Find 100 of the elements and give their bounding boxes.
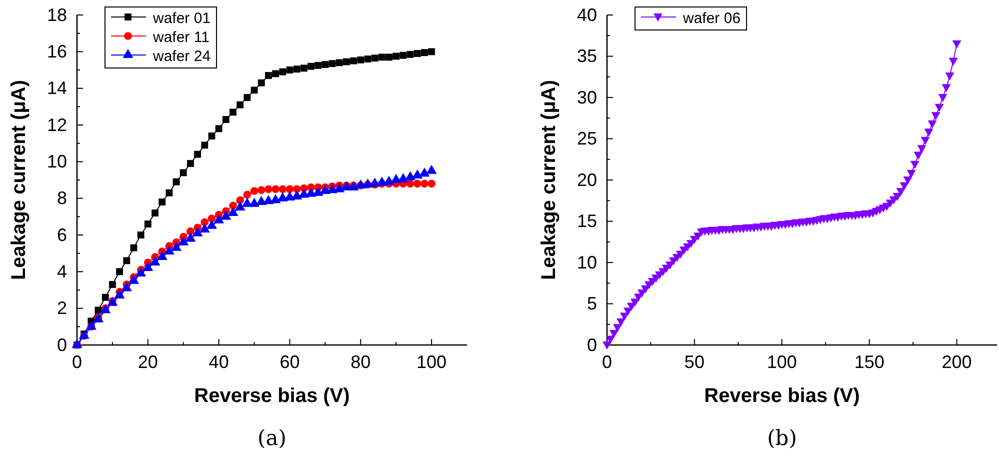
point bbox=[428, 180, 436, 188]
point bbox=[257, 186, 266, 194]
point bbox=[186, 160, 194, 167]
y-tick-label: 40 bbox=[576, 4, 597, 25]
point bbox=[306, 188, 316, 197]
text: (a) bbox=[258, 426, 286, 450]
point bbox=[278, 185, 287, 194]
point bbox=[292, 190, 302, 200]
x-axis-title: Reverse bias (V) bbox=[704, 385, 860, 407]
y-tick-label: 16 bbox=[46, 41, 67, 62]
x-tick-label: 60 bbox=[280, 352, 300, 372]
y-tick-label: 14 bbox=[46, 78, 67, 98]
y-tick-label: 2 bbox=[56, 298, 67, 318]
y-tick-label: 20 bbox=[576, 170, 597, 190]
point bbox=[152, 210, 158, 216]
point bbox=[400, 52, 407, 59]
point bbox=[171, 242, 182, 251]
y-tick-label: 10 bbox=[576, 252, 597, 272]
legend-label: wafer 24 bbox=[152, 48, 211, 65]
point bbox=[121, 282, 132, 292]
point bbox=[123, 257, 130, 264]
point bbox=[334, 183, 345, 192]
point bbox=[228, 206, 238, 216]
point bbox=[208, 214, 216, 222]
point bbox=[264, 185, 272, 194]
point bbox=[164, 245, 174, 255]
y-tick-label: 25 bbox=[576, 128, 597, 149]
legend-label: wafer 01 bbox=[152, 10, 211, 27]
point bbox=[355, 179, 366, 189]
x-tick-label: 20 bbox=[138, 352, 158, 372]
point bbox=[263, 195, 274, 204]
point bbox=[420, 180, 428, 188]
y-tick-label: 35 bbox=[576, 46, 597, 66]
point bbox=[420, 49, 428, 56]
y-tick-label: 6 bbox=[56, 224, 67, 245]
point bbox=[137, 232, 144, 238]
point bbox=[414, 50, 421, 57]
point bbox=[234, 201, 246, 211]
x-tick-label: 50 bbox=[684, 352, 704, 372]
y-tick-label: 18 bbox=[46, 4, 67, 25]
point bbox=[279, 68, 286, 76]
point bbox=[272, 185, 280, 194]
point bbox=[94, 306, 102, 314]
y-tick-label: 30 bbox=[576, 87, 597, 108]
x-tick-label: 200 bbox=[942, 352, 972, 372]
y-tick-label: 0 bbox=[56, 334, 67, 355]
point bbox=[230, 108, 236, 116]
x-tick-label: 100 bbox=[766, 352, 797, 372]
point bbox=[392, 52, 400, 60]
point bbox=[192, 227, 203, 236]
point bbox=[384, 176, 394, 185]
x-axis-title: Reverse bias (V) bbox=[194, 385, 350, 407]
point bbox=[300, 64, 308, 72]
point bbox=[130, 244, 138, 252]
point bbox=[327, 184, 338, 194]
point bbox=[142, 262, 154, 272]
point bbox=[426, 164, 437, 174]
point bbox=[286, 66, 294, 74]
point bbox=[186, 227, 194, 236]
point bbox=[376, 176, 388, 186]
y-tick-label: 4 bbox=[56, 261, 67, 282]
point bbox=[222, 116, 230, 123]
point bbox=[272, 70, 280, 78]
point bbox=[199, 223, 210, 233]
legend-label: wafer 11 bbox=[152, 29, 210, 46]
point bbox=[236, 101, 244, 108]
point bbox=[320, 184, 330, 194]
point bbox=[250, 86, 258, 94]
point bbox=[201, 142, 208, 149]
point bbox=[244, 94, 251, 101]
point bbox=[185, 232, 196, 242]
point bbox=[256, 196, 267, 206]
point bbox=[229, 202, 237, 210]
y-axis-title: Leakage current (μA) bbox=[8, 80, 30, 280]
point bbox=[172, 178, 180, 186]
point bbox=[413, 180, 422, 188]
point bbox=[364, 56, 372, 62]
point bbox=[72, 338, 82, 348]
point bbox=[178, 236, 189, 246]
point bbox=[277, 192, 288, 202]
point bbox=[220, 210, 232, 220]
y-tick-label: 12 bbox=[46, 114, 67, 135]
text: (b) bbox=[767, 426, 797, 450]
point bbox=[158, 198, 166, 206]
point bbox=[114, 289, 125, 299]
x-tick-label: 0 bbox=[602, 352, 612, 372]
legend-label: wafer 06 bbox=[682, 10, 741, 27]
point bbox=[208, 132, 216, 140]
point bbox=[314, 62, 322, 69]
point bbox=[264, 72, 272, 79]
point bbox=[136, 267, 146, 277]
point bbox=[180, 169, 187, 176]
y-tick-label: 15 bbox=[576, 211, 597, 232]
point bbox=[406, 180, 414, 188]
point bbox=[150, 256, 160, 266]
x-tick-label: 40 bbox=[208, 352, 229, 372]
point bbox=[214, 214, 224, 224]
point bbox=[243, 190, 252, 199]
point bbox=[350, 57, 358, 64]
point bbox=[194, 150, 202, 158]
